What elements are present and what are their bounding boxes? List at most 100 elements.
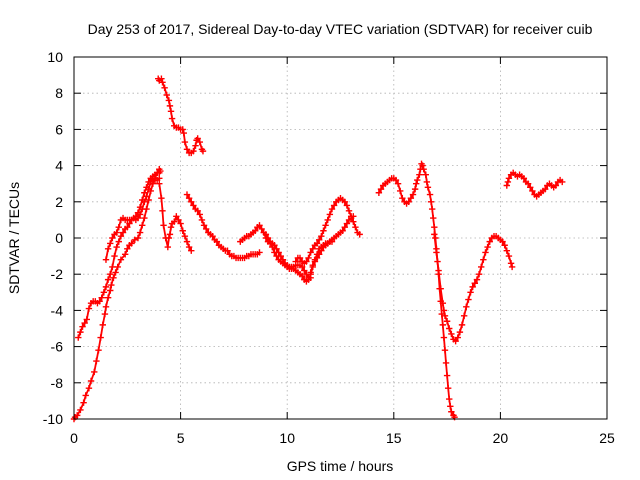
series-arc-11 — [375, 160, 458, 421]
data-point — [156, 169, 163, 177]
data-point — [444, 385, 452, 392]
data-point — [452, 337, 459, 345]
data-point — [109, 234, 116, 242]
data-point — [426, 191, 434, 198]
data-point — [108, 281, 115, 289]
data-point — [301, 267, 308, 274]
x-tick-label: 5 — [177, 430, 185, 446]
data-point — [541, 185, 549, 193]
data-point — [264, 234, 272, 242]
data-point — [258, 225, 265, 233]
data-point — [124, 223, 131, 231]
data-point — [165, 97, 173, 104]
series-arc-10 — [307, 213, 357, 276]
y-tick-label: 6 — [55, 121, 63, 137]
data-point — [168, 115, 176, 122]
data-point — [136, 211, 144, 218]
x-tick-label: 20 — [493, 430, 509, 446]
data-point — [145, 196, 152, 204]
data-point — [147, 178, 154, 186]
series-line — [505, 171, 564, 198]
data-point — [167, 108, 175, 115]
data-point — [448, 330, 455, 338]
data-point — [315, 251, 323, 258]
data-point — [375, 189, 383, 196]
data-point — [411, 185, 419, 193]
data-point — [179, 227, 186, 234]
data-point — [467, 289, 474, 296]
data-point — [159, 79, 166, 86]
data-point — [456, 328, 464, 336]
data-point — [341, 198, 348, 205]
data-point — [139, 222, 146, 229]
data-point — [141, 198, 148, 205]
series-line — [294, 197, 361, 265]
data-point — [318, 247, 325, 254]
data-point — [441, 312, 449, 320]
data-point — [102, 256, 110, 263]
y-tick-label: -2 — [51, 266, 64, 282]
series-arc-5 — [155, 75, 207, 157]
data-point — [188, 247, 195, 254]
data-point — [345, 207, 353, 215]
series-arc-9 — [292, 194, 363, 267]
x-tick-label: 0 — [70, 430, 78, 446]
data-point — [350, 218, 357, 225]
data-point — [423, 178, 431, 186]
data-point — [305, 254, 312, 262]
data-point — [158, 75, 165, 82]
data-point — [109, 263, 116, 271]
series-arc-12 — [431, 231, 516, 345]
grid — [74, 57, 607, 419]
data-point — [480, 256, 487, 263]
data-point — [326, 211, 334, 218]
data-point — [87, 377, 95, 385]
series-arc-3 — [102, 169, 163, 263]
data-point — [179, 126, 186, 133]
data-point — [192, 142, 199, 149]
data-point — [394, 180, 402, 187]
y-tick-label: -4 — [51, 302, 64, 318]
data-point — [313, 240, 321, 247]
data-point — [460, 312, 468, 320]
data-point — [107, 240, 114, 247]
data-point — [307, 249, 314, 256]
data-point — [183, 238, 191, 245]
data-point — [427, 198, 435, 205]
data-point — [199, 147, 207, 155]
data-point — [420, 166, 427, 173]
data-point — [501, 242, 508, 249]
data-point — [298, 272, 306, 280]
data-point — [177, 220, 184, 227]
data-point — [194, 135, 201, 142]
data-point — [183, 191, 191, 198]
y-axis-label: SDTVAR / TECUs — [6, 182, 22, 294]
data-point — [110, 274, 117, 282]
data-point — [256, 222, 263, 229]
data-point — [424, 184, 432, 191]
data-point — [339, 227, 346, 234]
x-axis-label: GPS time / hours — [287, 458, 394, 474]
data-point — [256, 249, 263, 256]
data-point — [166, 231, 174, 238]
data-point — [298, 263, 306, 271]
data-point — [111, 252, 118, 260]
y-tick-label: 0 — [55, 230, 63, 246]
data-point — [433, 249, 440, 256]
data-point — [478, 263, 485, 271]
y-tick-label: 2 — [55, 194, 63, 210]
data-point — [262, 231, 270, 238]
data-point — [273, 252, 280, 260]
data-point — [185, 194, 193, 202]
data-point — [446, 395, 453, 403]
data-point — [181, 138, 189, 146]
data-point — [440, 307, 448, 314]
data-point — [98, 294, 105, 301]
data-point — [520, 175, 528, 182]
data-point — [202, 225, 210, 233]
data-point — [75, 334, 82, 341]
data-point — [422, 171, 429, 178]
y-tick-label: 8 — [55, 85, 63, 101]
data-point — [190, 202, 197, 209]
